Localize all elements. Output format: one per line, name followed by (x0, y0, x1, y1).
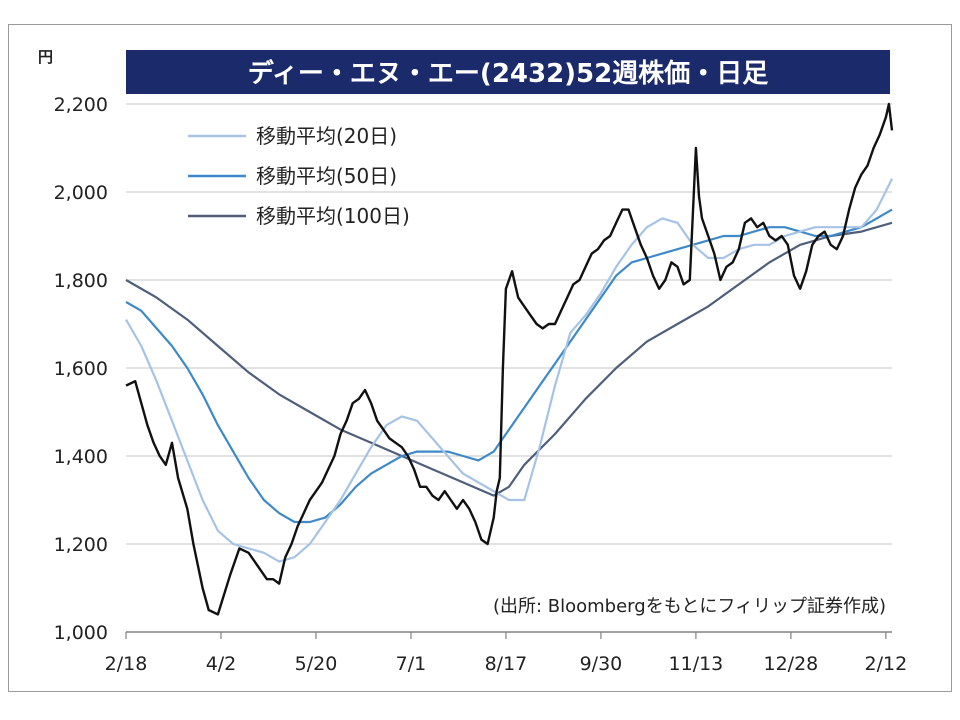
legend-label: 移動平均(20日) (256, 124, 397, 148)
y-tick-label: 1,400 (54, 446, 108, 468)
y-tick-label: 1,800 (54, 270, 108, 292)
chart-frame (8, 24, 952, 692)
y-axis-ticks: 1,000 1,200 1,400 1,600 1,800 2,000 2,200 (54, 94, 108, 644)
x-tick-label: 2/12 (865, 653, 908, 675)
x-axis-ticks: 2/18 4/2 5/20 7/1 8/17 9/30 11/13 12/28 2/12 (105, 632, 908, 675)
gridlines (126, 103, 892, 545)
legend: 移動平均(20日) 移動平均(50日) 移動平均(100日) (188, 124, 410, 228)
x-tick-label: 8/17 (485, 653, 528, 675)
x-tick-label: 7/1 (396, 653, 427, 675)
x-tick-label: 9/30 (580, 653, 623, 675)
y-tick-label: 2,200 (54, 94, 108, 116)
series-line-ma-1 (125, 178, 893, 563)
y-unit-label: 円 (38, 48, 53, 66)
x-tick-label: 12/28 (764, 653, 819, 675)
y-tick-label: 1,000 (54, 622, 108, 644)
title-banner (126, 50, 890, 94)
chart-title: ディー・エヌ・エー(2432)52週株価・日足 (248, 58, 769, 89)
x-tick-label: 2/18 (105, 653, 148, 675)
x-tick-label: 5/20 (295, 653, 338, 675)
y-tick-label: 1,200 (54, 534, 108, 556)
legend-label: 移動平均(50日) (256, 164, 397, 188)
source-note: (出所: Bloombergをもとにフィリップ証券作成) (493, 596, 886, 617)
y-tick-label: 2,000 (54, 182, 108, 204)
legend-label: 移動平均(100日) (256, 204, 410, 228)
x-tick-label: 4/2 (206, 653, 237, 675)
y-tick-label: 1,600 (54, 358, 108, 380)
series-line-price (125, 102, 894, 616)
series-line-ma-3 (125, 221, 893, 497)
x-tick-label: 11/13 (669, 653, 724, 675)
series-lines (125, 102, 894, 616)
series-line-ma-2 (125, 208, 893, 524)
